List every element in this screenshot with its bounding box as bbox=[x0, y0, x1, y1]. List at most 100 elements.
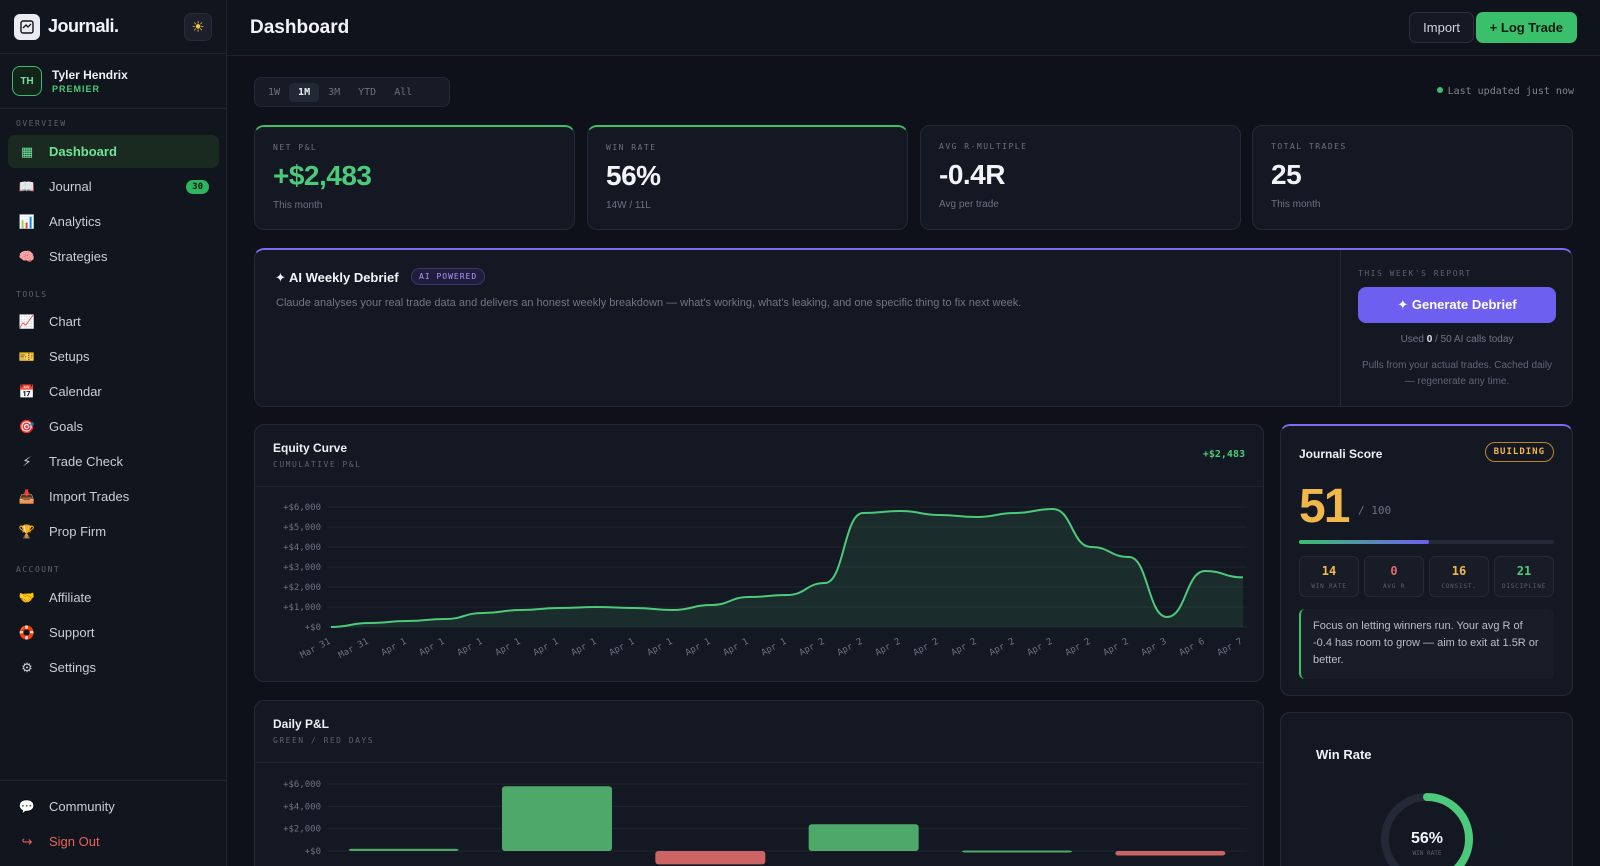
x-tick-label: Apr 1 bbox=[494, 637, 523, 659]
sidebar-item-label: Import Trades bbox=[49, 489, 130, 504]
daily-pnl-card: Daily P&L GREEN / RED DAYS +$0 +$2,000 +$4… bbox=[254, 700, 1264, 866]
sidebar-item-label: Sign Out bbox=[49, 834, 100, 849]
x-tick-label: Apr 2 bbox=[1026, 637, 1055, 659]
sidebar-item-label: Trade Check bbox=[49, 454, 123, 469]
sidebar-item-label: Settings bbox=[49, 660, 96, 675]
generate-debrief-button[interactable]: ✦ Generate Debrief bbox=[1358, 287, 1556, 323]
tab-all[interactable]: All bbox=[394, 86, 413, 98]
sidebar-item-community[interactable]: 💬 Community bbox=[8, 790, 219, 823]
x-tick-label: Apr 2 bbox=[836, 637, 865, 659]
user-profile[interactable]: TH Tyler Hendrix PREMIER bbox=[0, 54, 226, 109]
brain-icon: 🧠 bbox=[18, 248, 36, 264]
sidebar-item-setups[interactable]: 🎫 Setups bbox=[8, 340, 219, 373]
x-tick-label: Apr 2 bbox=[950, 637, 979, 659]
stat-label: AVG R-MULTIPLE bbox=[939, 142, 1028, 151]
usage-prefix: Used bbox=[1400, 334, 1424, 345]
sidebar-item-dashboard[interactable]: ▦ Dashboard bbox=[8, 135, 219, 168]
sidebar-item-prop-firm[interactable]: 🏆 Prop Firm bbox=[8, 515, 219, 548]
stat-sub: This month bbox=[1271, 199, 1321, 210]
y-tick-label: +$0 bbox=[305, 623, 321, 633]
last-updated-status: Last updated just now bbox=[1436, 86, 1574, 97]
book-icon: 📖 bbox=[18, 178, 36, 194]
score-stat-consistency: 16 CONSIST. bbox=[1429, 556, 1489, 597]
sidebar-item-strategies[interactable]: 🧠 Strategies bbox=[8, 240, 219, 273]
sidebar-item-label: Calendar bbox=[49, 384, 102, 399]
theme-toggle-sun-icon[interactable]: ☀ bbox=[184, 12, 212, 41]
ai-debrief-title: ✦ AI Weekly Debrief bbox=[275, 270, 399, 285]
sidebar-item-label: Support bbox=[49, 625, 95, 640]
score-progress-fill bbox=[1299, 540, 1430, 544]
bar-chart-icon: 📊 bbox=[18, 213, 36, 229]
tab-1w[interactable]: 1W bbox=[268, 86, 281, 98]
sidebar-item-journal[interactable]: 📖 Journal 30 bbox=[8, 170, 219, 203]
avatar: TH bbox=[12, 66, 42, 96]
brand: Journali. ☀ bbox=[0, 0, 226, 54]
stat-label: NET P&L bbox=[273, 143, 318, 152]
calendar-icon: 📅 bbox=[18, 383, 36, 399]
win-rate-label: WIN RATE bbox=[1413, 850, 1442, 857]
score-denominator: / 100 bbox=[1358, 504, 1392, 517]
sign-out-icon: ↪ bbox=[21, 833, 33, 849]
daily-pnl-bar bbox=[1115, 851, 1226, 856]
win-rate-title: Win Rate bbox=[1316, 747, 1372, 762]
ticket-icon: 🎫 bbox=[18, 348, 36, 364]
daily-pnl-bar bbox=[655, 851, 766, 865]
stat-card-win-rate: WIN RATE 56% 14W / 11L bbox=[587, 125, 908, 230]
sidebar-item-chart[interactable]: 📈 Chart bbox=[8, 305, 219, 338]
handshake-icon: 🤝 bbox=[18, 589, 36, 605]
score-stat-value: 21 bbox=[1516, 564, 1532, 578]
last-updated-text: Last updated just now bbox=[1447, 86, 1574, 97]
stat-sub: 14W / 11L bbox=[606, 200, 651, 211]
stat-label: TOTAL TRADES bbox=[1271, 142, 1347, 151]
sidebar-item-analytics[interactable]: 📊 Analytics bbox=[8, 205, 219, 238]
inbox-tray-icon: 📥 bbox=[18, 488, 36, 504]
x-tick-label: Apr 1 bbox=[570, 637, 599, 659]
sidebar-item-settings[interactable]: ⚙ Settings bbox=[8, 651, 219, 684]
y-tick-label: +$4,000 bbox=[283, 802, 321, 812]
sidebar-item-label: Strategies bbox=[49, 249, 108, 264]
user-name: Tyler Hendrix bbox=[52, 68, 128, 82]
score-value: 51 bbox=[1299, 480, 1350, 533]
equity-line bbox=[330, 507, 1244, 628]
import-button[interactable]: Import bbox=[1409, 12, 1474, 43]
status-dot-icon bbox=[1436, 87, 1443, 93]
score-stat-label: CONSIST. bbox=[1441, 583, 1477, 590]
daily-pnl-bar bbox=[808, 824, 919, 851]
sidebar-item-trade-check[interactable]: ⚡ Trade Check bbox=[8, 445, 219, 478]
journal-count-badge: 30 bbox=[186, 179, 209, 194]
divider bbox=[255, 486, 1263, 487]
gear-icon: ⚙ bbox=[21, 659, 33, 675]
sidebar-item-affiliate[interactable]: 🤝 Affiliate bbox=[8, 581, 219, 614]
usage-count: 0 bbox=[1426, 334, 1433, 345]
log-trade-button[interactable]: + Log Trade bbox=[1475, 12, 1577, 43]
x-tick-label: Apr 1 bbox=[684, 637, 713, 659]
equity-area bbox=[331, 509, 1243, 627]
y-tick-label: +$1,000 bbox=[283, 603, 321, 613]
tab-1m[interactable]: 1M bbox=[289, 82, 320, 102]
score-stat-value: 16 bbox=[1451, 564, 1467, 578]
sidebar-item-label: Goals bbox=[49, 419, 83, 434]
ai-powered-badge: AI POWERED bbox=[411, 268, 486, 285]
sidebar-item-goals[interactable]: 🎯 Goals bbox=[8, 410, 219, 443]
sidebar-item-sign-out[interactable]: ↪ Sign Out bbox=[8, 825, 219, 858]
tab-ytd[interactable]: YTD bbox=[358, 86, 377, 98]
tab-3m[interactable]: 3M bbox=[328, 86, 341, 98]
score-stat-label: WIN RATE bbox=[1311, 583, 1347, 590]
daily-title: Daily P&L bbox=[273, 717, 330, 731]
x-tick-label: Apr 1 bbox=[646, 637, 675, 659]
page-title: Dashboard bbox=[250, 17, 350, 38]
sidebar-item-import-trades[interactable]: 📥 Import Trades bbox=[8, 480, 219, 513]
lightning-icon: ⚡ bbox=[22, 453, 32, 469]
y-tick-label: +$0 bbox=[305, 847, 321, 857]
x-tick-label: Apr 1 bbox=[532, 637, 561, 659]
score-stat-discipline: 21 DISCIPLINE bbox=[1494, 556, 1554, 597]
sidebar-item-support[interactable]: 🛟 Support bbox=[8, 616, 219, 649]
score-stat-label: AVG R bbox=[1382, 583, 1406, 590]
sidebar-item-calendar[interactable]: 📅 Calendar bbox=[8, 375, 219, 408]
x-tick-label: Mar 31 bbox=[299, 637, 332, 661]
journal-logo-icon[interactable] bbox=[14, 13, 40, 40]
trophy-icon: 🏆 bbox=[18, 523, 36, 539]
x-tick-label: Apr 2 bbox=[912, 637, 941, 659]
x-tick-label: Apr 1 bbox=[418, 637, 447, 659]
sidebar-item-label: Prop Firm bbox=[49, 524, 107, 539]
